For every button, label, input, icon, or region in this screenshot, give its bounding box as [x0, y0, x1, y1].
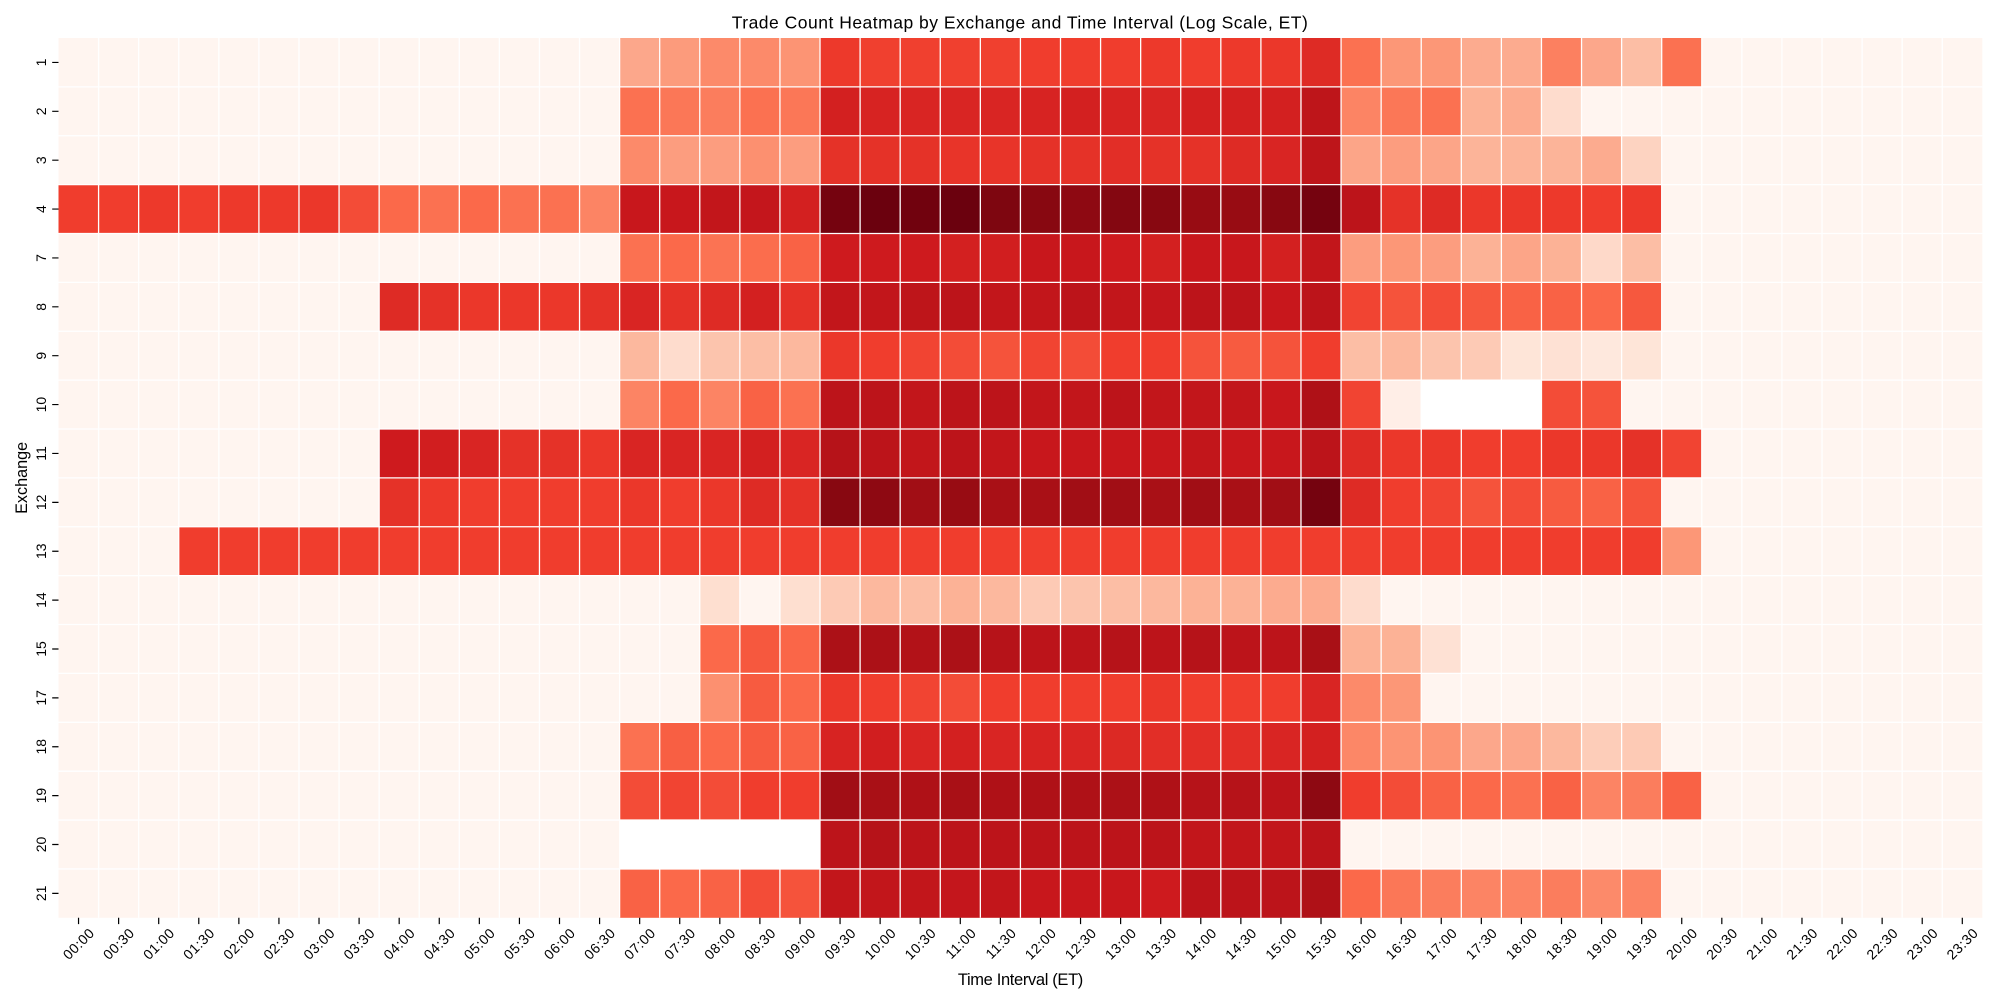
svg-text:1: 1 [33, 58, 49, 66]
svg-text:14: 14 [33, 592, 49, 608]
svg-text:Time Interval (ET): Time Interval (ET) [958, 971, 1083, 989]
svg-text:9: 9 [33, 352, 49, 360]
svg-text:19: 19 [33, 788, 49, 804]
svg-text:12: 12 [33, 494, 49, 510]
svg-text:15: 15 [33, 641, 49, 657]
svg-text:2: 2 [33, 107, 49, 115]
svg-text:11: 11 [33, 446, 49, 461]
svg-text:20: 20 [33, 836, 49, 852]
svg-text:7: 7 [33, 254, 49, 262]
svg-text:Trade Count Heatmap by Exchang: Trade Count Heatmap by Exchange and Time… [732, 13, 1309, 33]
svg-text:18: 18 [33, 739, 49, 755]
svg-text:17: 17 [33, 690, 49, 706]
svg-text:10: 10 [33, 397, 49, 413]
svg-text:8: 8 [33, 303, 49, 311]
svg-text:13: 13 [33, 543, 49, 559]
svg-text:Exchange: Exchange [13, 442, 31, 514]
svg-text:4: 4 [33, 205, 49, 213]
svg-text:21: 21 [33, 885, 49, 901]
svg-text:3: 3 [33, 156, 49, 164]
